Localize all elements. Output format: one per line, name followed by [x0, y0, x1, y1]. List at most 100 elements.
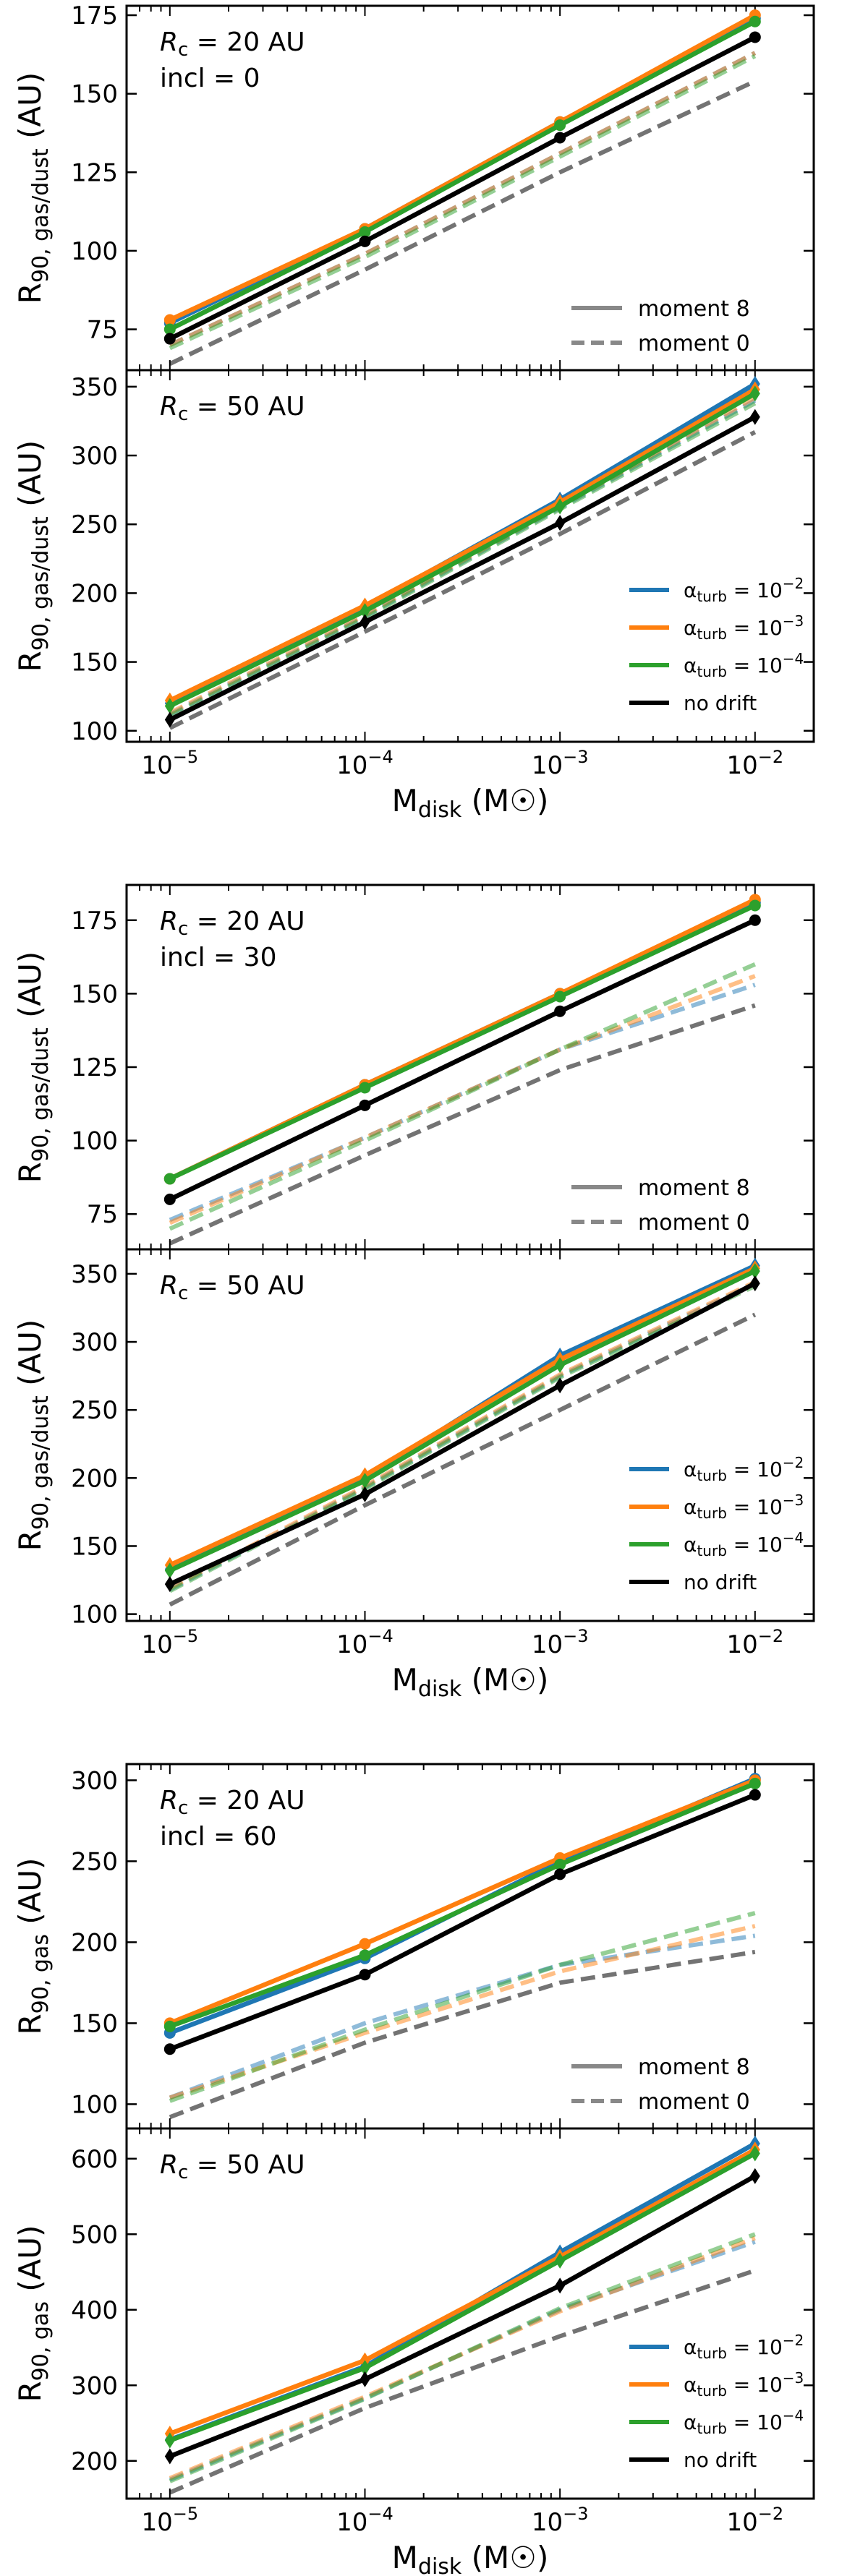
y-tick-label: 175	[71, 1, 118, 30]
chart-panel-6: 200 300 400 500 600 10−5 10−4 10−3 10−2 Mdisk (M☉…	[12, 2127, 815, 2576]
data-point	[555, 2252, 566, 2269]
legend-label-alpha_1e-4: αturb = 10−4	[684, 1529, 804, 1559]
data-point	[749, 2145, 760, 2162]
y-tick-label: 150	[71, 980, 118, 1009]
legend-label-moment-0: moment 0	[638, 1210, 750, 1236]
y-tick-label: 100	[71, 1601, 118, 1630]
y-tick-label: 250	[71, 1847, 118, 1876]
y-axis-label: R90, gas/dust (AU)	[12, 440, 54, 672]
y-tick-label: 150	[71, 2009, 118, 2038]
data-point	[749, 15, 761, 27]
panel-rc-label: Rc = 20 AU	[160, 27, 305, 61]
series-line-no_drift-dashed	[169, 79, 757, 367]
plot-frame	[125, 1248, 815, 1622]
data-point	[359, 2371, 370, 2387]
data-point	[555, 498, 566, 515]
series-line-alpha_1e-4-dashed	[169, 1911, 756, 2103]
data-point	[554, 1005, 566, 1017]
y-tick-label: 300	[71, 1328, 118, 1357]
y-tick-label: 350	[71, 373, 118, 402]
legend-label-alpha_1e-3: αturb = 10−3	[684, 1492, 804, 1522]
data-point	[163, 314, 176, 326]
y-tick-label: 200	[71, 579, 118, 608]
legend-label-alpha_1e-3: αturb = 10−3	[684, 2369, 804, 2400]
y-tick-label: 175	[71, 907, 118, 936]
data-point	[749, 1777, 761, 1789]
x-tick-label: 10−4	[336, 1626, 393, 1659]
data-point	[555, 1357, 566, 1374]
data-point	[554, 990, 566, 1003]
legend-label-alpha_1e-2: αturb = 10−2	[684, 1454, 804, 1484]
legend-label-no_drift: no drift	[684, 2448, 757, 2472]
data-point	[164, 1562, 175, 1579]
x-tick-label: 10−3	[532, 2504, 589, 2537]
data-point	[164, 2432, 175, 2449]
y-tick-label: 500	[71, 2220, 118, 2249]
data-point	[359, 2360, 370, 2376]
data-point	[359, 614, 370, 630]
data-point	[163, 1173, 176, 1185]
legend-label-alpha_1e-3: αturb = 10−3	[684, 612, 804, 643]
legend-label-alpha_1e-2: αturb = 10−2	[684, 575, 804, 605]
data-point	[359, 235, 371, 247]
legend-label-alpha_1e-4: αturb = 10−4	[684, 650, 804, 680]
y-axis-label: R90, gas/dust (AU)	[12, 951, 54, 1184]
x-tick-label: 10−5	[141, 2504, 198, 2537]
chart-panel-3: 75 100 125 150 175 R90, gas/dust (AU) Rc = 20 …	[12, 883, 815, 1251]
series-line-no_drift-dashed	[169, 430, 757, 730]
data-point	[163, 2020, 176, 2032]
series-line-alpha_1e-3-solid	[169, 13, 757, 322]
legend-label-alpha_1e-4: αturb = 10−4	[684, 2407, 804, 2437]
x-tick-label: 10−2	[726, 747, 783, 780]
series-line-no_drift-solid	[169, 35, 757, 341]
series-line-alpha_1e-4-solid	[169, 903, 757, 1181]
x-tick-label: 10−4	[336, 747, 393, 780]
y-tick-label: 100	[71, 237, 118, 266]
data-point	[164, 711, 175, 728]
y-tick-label: 300	[71, 2371, 118, 2400]
panel-rc-label: Rc = 20 AU	[160, 1786, 305, 1819]
data-point	[749, 914, 761, 926]
series-line-alpha_1e-3-dashed	[169, 2235, 756, 2481]
x-tick-label: 10−4	[336, 2504, 393, 2537]
y-axis-label: R90, gas (AU)	[12, 2225, 54, 2402]
series-line-no_drift-dashed	[169, 2268, 756, 2495]
x-tick-label: 10−2	[726, 2504, 783, 2537]
y-tick-label: 150	[71, 80, 118, 109]
x-tick-label: 10−5	[141, 747, 198, 780]
series-line-no_drift-solid	[169, 414, 757, 722]
series-line-alpha_1e-2-solid	[169, 2141, 757, 2442]
series-line-alpha_1e-3-solid	[169, 1778, 757, 2026]
series-line-no_drift-dashed	[169, 1949, 756, 2120]
y-tick-label: 400	[71, 2296, 118, 2325]
chart-panel-2: 100 150 200 250 300 350 10−5 10−4 10−3 10−2 Mdisk …	[12, 369, 815, 823]
data-point	[359, 1949, 371, 1961]
series-line-alpha_1e-3-solid	[169, 1266, 757, 1567]
data-point	[359, 1486, 370, 1502]
legend-label-moment-0: moment 0	[638, 331, 750, 356]
series-line-alpha_1e-4-solid	[169, 2151, 757, 2443]
series-line-alpha_1e-4-solid	[169, 391, 757, 709]
series-line-alpha_1e-4-dashed	[169, 401, 757, 718]
y-tick-label: 125	[71, 158, 118, 187]
y-tick-label: 125	[71, 1053, 118, 1082]
series-line-alpha_1e-2-dashed	[169, 983, 756, 1223]
data-point	[163, 323, 176, 335]
x-axis-label: Mdisk (M☉)	[392, 1662, 549, 1702]
panel-rc-label: Rc = 50 AU	[160, 2150, 305, 2183]
data-point	[359, 603, 370, 620]
y-tick-label: 150	[71, 1532, 118, 1561]
x-axis-label: Mdisk (M☉)	[392, 2540, 549, 2576]
data-point	[555, 1377, 566, 1394]
y-tick-label: 200	[71, 2447, 118, 2476]
series-line-alpha_1e-3-dashed	[169, 974, 756, 1225]
y-tick-label: 100	[71, 1127, 118, 1156]
y-tick-label: 75	[87, 316, 118, 345]
x-tick-label: 10−2	[726, 1626, 783, 1659]
panel-rc-label: Rc = 20 AU	[160, 907, 305, 940]
legend-label-moment-8: moment 8	[638, 2055, 750, 2080]
data-point	[555, 515, 566, 531]
series-line-alpha_1e-3-dashed	[169, 51, 757, 347]
data-point	[359, 1473, 370, 1489]
data-point	[164, 698, 175, 714]
